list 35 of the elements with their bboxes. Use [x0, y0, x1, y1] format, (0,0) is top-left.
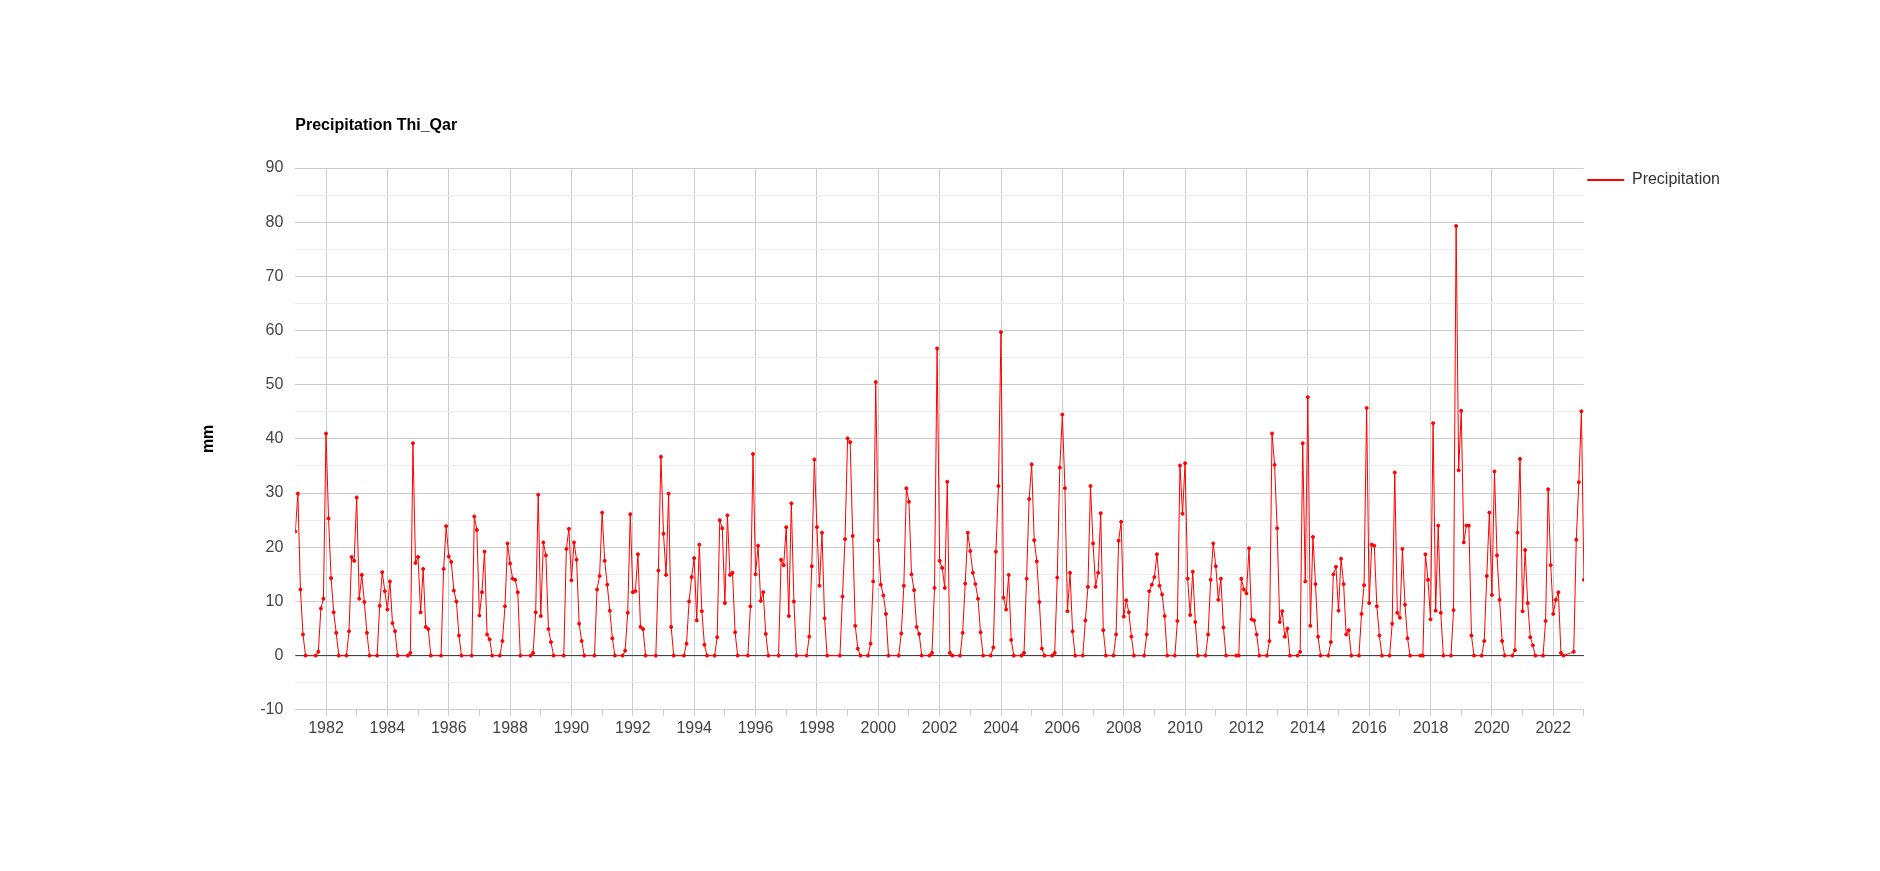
y-tick-label: 0 — [274, 646, 284, 664]
y-tick-label: 70 — [265, 266, 284, 284]
x-tick-label: 2008 — [1105, 718, 1142, 736]
x-tick-label: 2022 — [1535, 718, 1572, 736]
x-tick-label: 2020 — [1474, 718, 1510, 736]
y-tick-label: 50 — [265, 375, 284, 393]
x-tick-label: 2014 — [1290, 718, 1326, 736]
y-tick-label: 30 — [265, 483, 284, 501]
y-tick-label: 10 — [265, 591, 284, 609]
y-tick-label: 60 — [265, 320, 284, 338]
x-tick-label: 1986 — [430, 718, 467, 736]
x-tick-label: 1996 — [737, 718, 774, 736]
y-tick-label: 20 — [265, 537, 284, 555]
x-tick-label: 1994 — [676, 718, 713, 736]
x-tick-label: 1982 — [308, 718, 344, 736]
x-tick-label: 1990 — [553, 718, 590, 736]
x-tick-label: 2006 — [1044, 718, 1081, 736]
y-tick-label: 80 — [265, 212, 284, 230]
chart-title: Precipitation Thi_Qar — [295, 116, 458, 133]
y-tick-label: 90 — [265, 158, 284, 176]
x-tick-label: 2004 — [983, 718, 1019, 736]
x-tick-label: 2012 — [1228, 718, 1265, 736]
x-tick-label: 2018 — [1412, 718, 1449, 736]
x-tick-label: 1998 — [799, 718, 835, 736]
y-axis-title: mm — [199, 424, 217, 454]
x-tick-label: 1988 — [492, 718, 528, 736]
x-tick-label: 2016 — [1351, 718, 1388, 736]
x-tick-label: 1992 — [615, 718, 651, 736]
x-tick-label: 2000 — [860, 718, 897, 736]
y-tick-label: 40 — [265, 429, 284, 447]
legend-label: Precipitation — [1631, 170, 1720, 188]
x-tick-label: 2002 — [921, 718, 958, 736]
x-tick-label: 1984 — [369, 718, 406, 736]
y-tick-label: -10 — [260, 700, 284, 718]
x-tick-label: 2010 — [1167, 718, 1203, 736]
